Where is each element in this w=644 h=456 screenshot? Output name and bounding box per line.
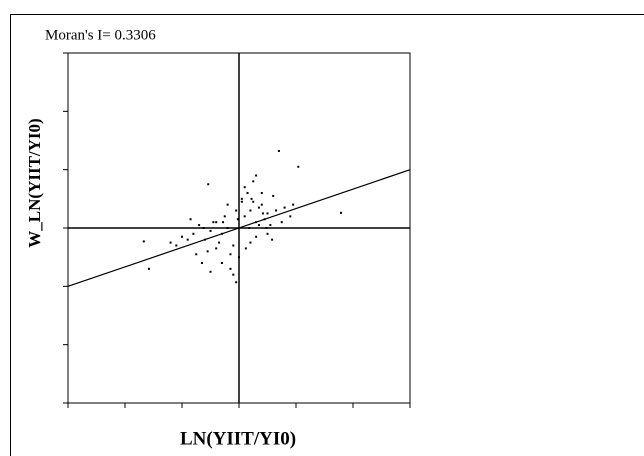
point <box>223 215 226 218</box>
point <box>255 174 258 177</box>
point <box>240 197 243 200</box>
point <box>240 200 243 203</box>
point <box>181 235 183 238</box>
point <box>229 267 232 270</box>
point <box>215 221 218 224</box>
point <box>207 183 210 186</box>
point <box>297 165 300 168</box>
point <box>283 206 286 209</box>
point <box>226 227 229 229</box>
y-axis-label: W_LN(YIIT/YI0) <box>25 118 44 247</box>
point <box>265 227 268 229</box>
point <box>249 209 252 212</box>
point <box>277 150 280 152</box>
point <box>236 218 239 221</box>
point <box>250 197 253 200</box>
regression-line <box>67 169 411 287</box>
point <box>200 262 203 264</box>
point <box>272 194 275 197</box>
point <box>232 273 235 276</box>
point <box>192 232 195 235</box>
point <box>246 192 249 194</box>
point <box>195 253 198 256</box>
point <box>340 211 343 214</box>
point <box>289 215 292 218</box>
point <box>198 224 201 227</box>
point <box>266 232 269 235</box>
point <box>271 238 274 241</box>
point <box>212 221 215 224</box>
point <box>261 212 264 215</box>
point <box>252 200 255 203</box>
point <box>220 262 223 264</box>
point <box>248 227 251 229</box>
point <box>292 203 295 206</box>
point <box>275 209 278 212</box>
point <box>189 218 192 221</box>
point <box>142 240 145 243</box>
point <box>229 253 232 256</box>
point <box>235 209 238 212</box>
x-axis-label: LN(YIIT/YI0) <box>180 428 296 449</box>
point <box>280 221 283 224</box>
point <box>209 270 212 273</box>
point <box>243 186 246 189</box>
point <box>266 212 269 215</box>
point <box>238 256 240 259</box>
point <box>257 206 260 209</box>
point <box>257 224 260 227</box>
point <box>206 250 209 253</box>
point <box>218 241 221 244</box>
chart-title: Moran's I= 0.3306 <box>45 27 156 43</box>
point <box>260 192 263 194</box>
point <box>260 203 263 206</box>
point <box>244 247 247 250</box>
point <box>169 241 172 244</box>
frame <box>10 14 644 456</box>
point <box>269 224 272 227</box>
point <box>235 281 238 284</box>
point <box>175 244 178 247</box>
point <box>226 203 229 206</box>
point <box>252 180 255 183</box>
point <box>232 244 235 247</box>
point <box>243 215 246 218</box>
point <box>255 235 258 238</box>
point <box>249 241 252 244</box>
point <box>147 267 150 270</box>
point <box>215 247 218 250</box>
point <box>222 221 225 224</box>
point <box>202 227 205 229</box>
point <box>209 229 212 232</box>
point <box>186 238 189 241</box>
